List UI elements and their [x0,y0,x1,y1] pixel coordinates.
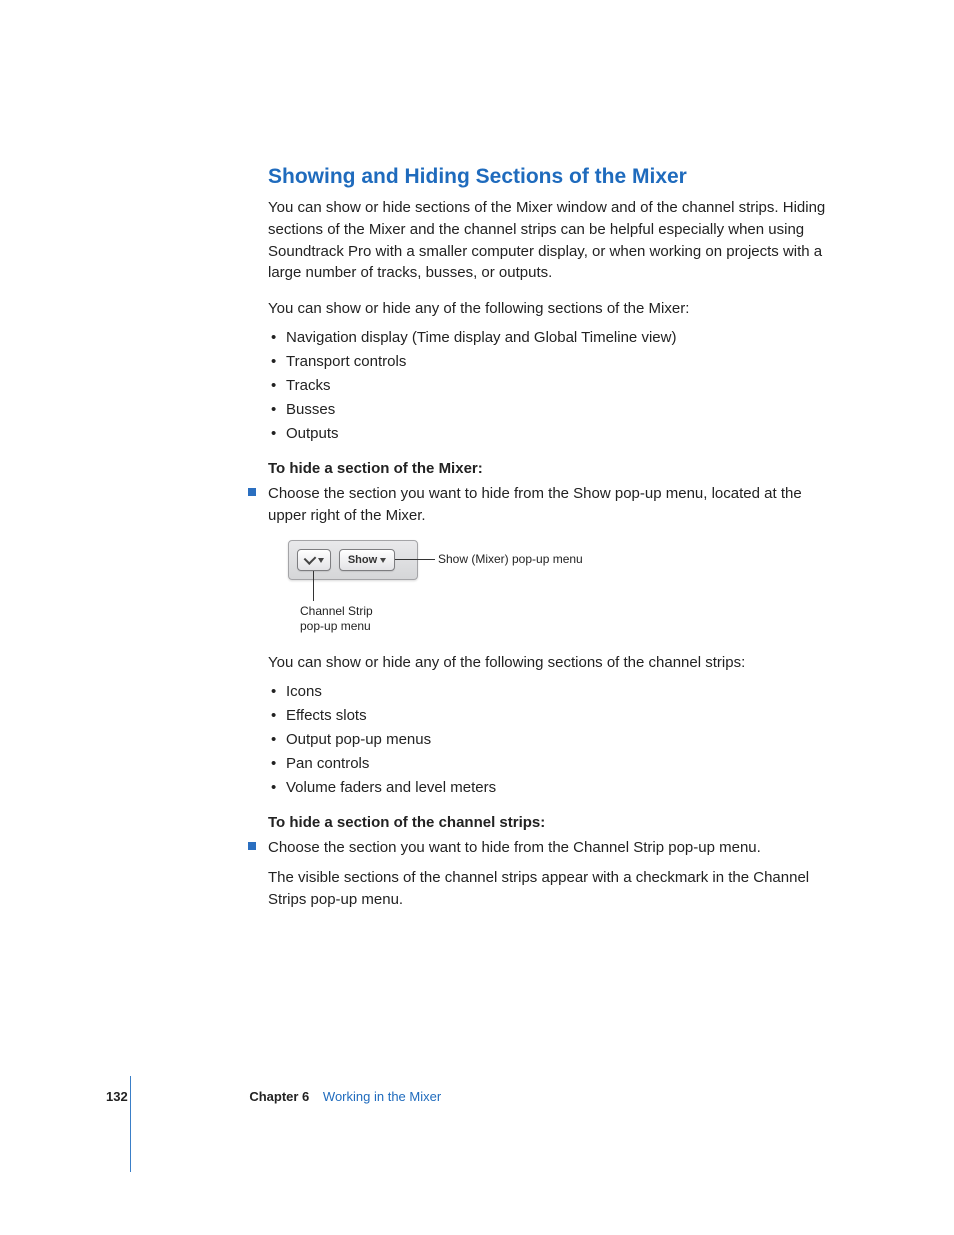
chevron-down-icon [318,558,324,563]
instruction-step: Choose the section you want to hide from… [248,837,828,859]
page-footer: 132 Chapter 6 Working in the Mixer [106,1089,441,1104]
callout-line: pop-up menu [300,619,371,633]
instruction-step: Choose the section you want to hide from… [248,483,828,527]
callout-leader [313,571,314,601]
check-icon [303,552,316,565]
list-item: Busses [268,398,828,422]
show-button-label: Show [348,554,377,566]
paragraph: The visible sections of the channel stri… [268,867,828,911]
step-marker-icon [248,842,256,850]
list-item: Output pop-up menus [268,728,828,752]
chevron-down-icon [380,558,386,563]
ui-figure: Show Show (Mixer) pop-up menu Channel St… [288,540,648,630]
channel-strip-popup-button[interactable] [297,549,331,571]
show-popup-button[interactable]: Show [339,549,395,571]
paragraph-lead: You can show or hide any of the followin… [268,652,828,674]
list-item: Navigation display (Time display and Glo… [268,326,828,350]
list-item: Transport controls [268,350,828,374]
strip-sections-list: Icons Effects slots Output pop-up menus … [268,680,828,800]
list-item: Outputs [268,422,828,446]
instruction-heading: To hide a section of the Mixer: [268,460,828,477]
toolbar-mock: Show [288,540,418,580]
page-content: Showing and Hiding Sections of the Mixer… [268,165,828,924]
page-number: 132 [106,1089,128,1104]
step-text: Choose the section you want to hide from… [268,837,828,859]
list-item: Pan controls [268,752,828,776]
callout-label: Show (Mixer) pop-up menu [438,552,583,566]
list-item: Effects slots [268,704,828,728]
list-item: Tracks [268,374,828,398]
chapter-title: Working in the Mixer [323,1089,441,1104]
list-item: Icons [268,680,828,704]
callout-label: Channel Strip pop-up menu [300,604,373,633]
mixer-sections-list: Navigation display (Time display and Glo… [268,326,828,446]
step-text: Choose the section you want to hide from… [268,483,828,527]
paragraph: You can show or hide sections of the Mix… [268,197,828,284]
callout-line: Channel Strip [300,604,373,618]
instruction-heading: To hide a section of the channel strips: [268,814,828,831]
step-marker-icon [248,488,256,496]
section-heading: Showing and Hiding Sections of the Mixer [268,165,828,189]
paragraph-lead: You can show or hide any of the followin… [268,298,828,320]
chapter-label: Chapter 6 [249,1089,309,1104]
list-item: Volume faders and level meters [268,776,828,800]
callout-leader [395,559,435,560]
